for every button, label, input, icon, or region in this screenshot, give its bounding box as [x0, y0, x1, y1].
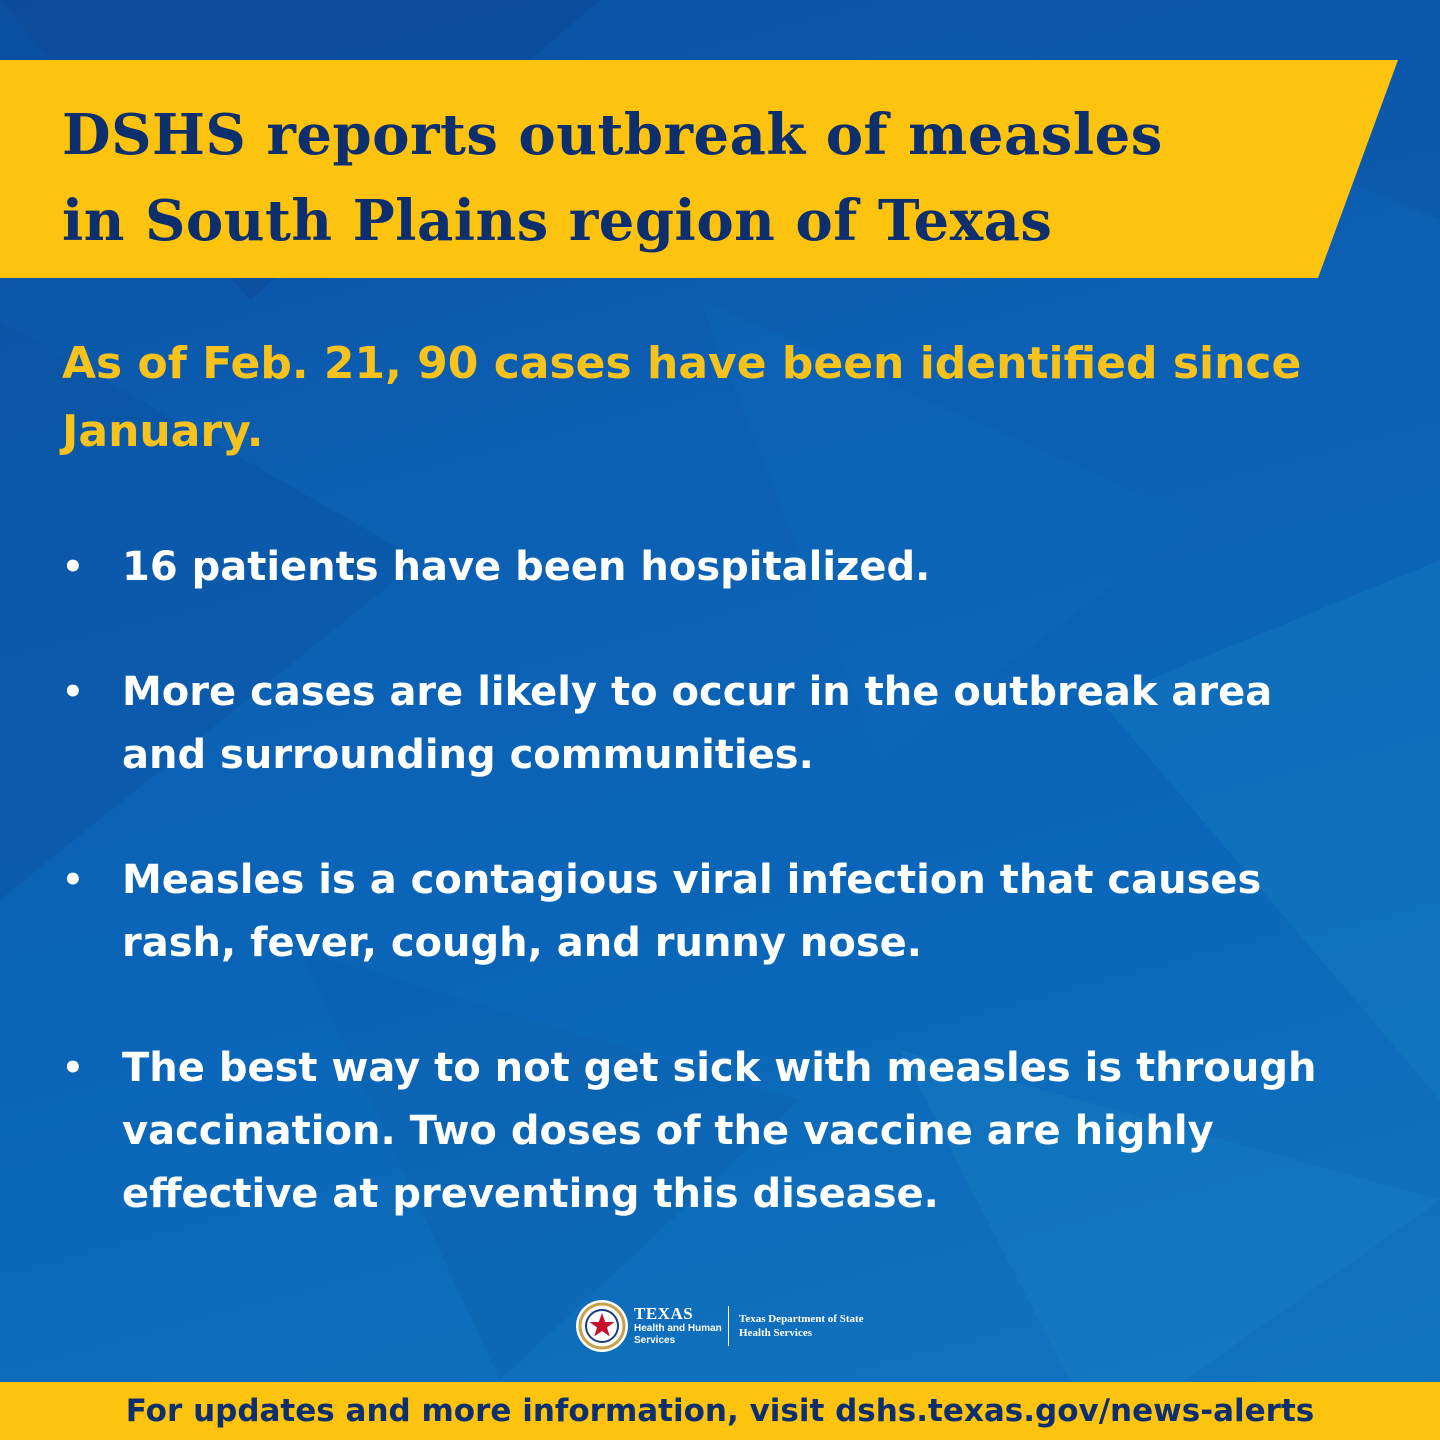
dshs-line-1: Texas Department of State: [739, 1313, 864, 1325]
list-item: • Measles is a contagious viral infectio…: [0, 849, 1440, 975]
title-banner: [0, 60, 1398, 278]
list-item-text: More cases are likely to occur in the ou…: [122, 669, 1273, 778]
fact-list: • 16 patients have been hospitalized. • …: [0, 536, 1440, 1288]
texas-hhs-logo: TEXAS Health and Human Services Texas De…: [574, 1296, 874, 1356]
list-item: • More cases are likely to occur in the …: [0, 661, 1440, 787]
bullet-icon: •: [62, 860, 84, 900]
texas-star-seal-icon: [576, 1300, 628, 1352]
list-item: • The best way to not get sick with meas…: [0, 1037, 1440, 1226]
case-count-subtitle: As of Feb. 21, 90 cases have been identi…: [62, 338, 1302, 457]
dshs-line-2: Health Services: [739, 1327, 813, 1339]
bullet-icon: •: [62, 1048, 84, 1088]
dshs-wordmark: Texas Department of State Health Service…: [739, 1312, 869, 1340]
list-item-text: The best way to not get sick with measle…: [122, 1045, 1317, 1217]
hhs-line-1: Health and Human: [634, 1323, 722, 1334]
hhs-wordmark: TEXAS Health and Human Services: [634, 1305, 724, 1347]
logo-divider: [728, 1306, 729, 1346]
title-line-1: DSHS reports outbreak of measles: [62, 102, 1163, 168]
list-item-text: 16 patients have been hospitalized.: [122, 544, 931, 590]
bullet-icon: •: [62, 547, 84, 587]
footer-text: For updates and more information, visit …: [125, 1393, 1315, 1429]
list-item: • 16 patients have been hospitalized.: [0, 536, 1440, 599]
bullet-icon: •: [62, 672, 84, 712]
title-line-2: in South Plains region of Texas: [62, 188, 1053, 254]
hhs-line-2: Services: [634, 1335, 676, 1346]
footer-bar: For updates and more information, visit …: [0, 1382, 1440, 1440]
page-title: DSHS reports outbreak of measles in Sout…: [62, 92, 1302, 264]
list-item-text: Measles is a contagious viral infection …: [122, 857, 1262, 966]
hhs-title: TEXAS: [634, 1304, 694, 1323]
